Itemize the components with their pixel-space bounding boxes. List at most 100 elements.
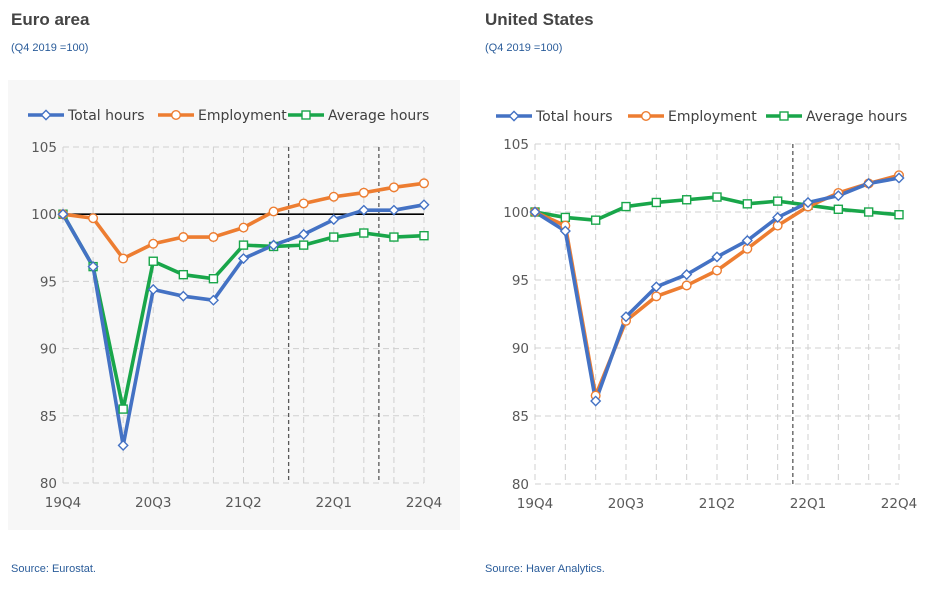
us-average-hours-point	[894, 210, 904, 220]
us-legend-marker-average-hours	[779, 111, 789, 121]
euro-area-title: Euro area	[11, 10, 90, 29]
us-legend-label-total-hours: Total hours	[535, 109, 613, 125]
us-total-hours-point	[650, 281, 662, 293]
ea-average-hours-point	[148, 256, 158, 266]
us-average-hours-point	[833, 204, 844, 214]
ea-employment-point	[238, 222, 249, 233]
us-x-tick-label: 21Q2	[699, 496, 735, 512]
ea-y-tick-label: 95	[40, 274, 57, 290]
ea-x-tick-label: 22Q4	[406, 495, 442, 511]
us-legend-marker-total-hours	[508, 110, 520, 122]
ea-employment-point	[178, 232, 189, 243]
us-total-hours-point	[863, 177, 875, 190]
ea-average-hours-point	[238, 240, 249, 250]
ea-average-hours-point	[208, 274, 219, 284]
us-x-tick-label: 19Q4	[517, 496, 553, 512]
ea-total-hours-point	[237, 252, 250, 265]
ea-employment-point	[328, 191, 339, 202]
ea-average-hours-point	[389, 232, 399, 242]
ea-total-hours-point	[418, 199, 430, 211]
ea-x-tick-label: 20Q3	[135, 495, 171, 511]
us-employment-point	[711, 265, 722, 276]
ea-total-hours-point	[177, 290, 189, 302]
euro-area-subtitle: (Q4 2019 =100)	[11, 42, 89, 54]
ea-legend-item-total-hours: Total hours	[28, 108, 145, 124]
euro-area-source: Source: Eurostat.	[11, 563, 96, 575]
ea-total-hours-point	[358, 204, 370, 216]
ea-employment-point	[388, 182, 399, 193]
ea-average-hours-point	[298, 240, 309, 250]
united-states-title: United States	[485, 10, 594, 29]
us-legend-item-total-hours: Total hours	[496, 109, 613, 125]
united-states-chart-box: 80 85 90 95 100 105 19Q4 20Q3 21Q2 22Q1 22Q4 Total …	[474, 80, 934, 530]
ea-total-hours-point	[87, 261, 99, 273]
us-y-tick-label: 100	[503, 205, 529, 221]
ea-total-hours-point	[207, 294, 220, 306]
ea-average-hours-point	[419, 231, 429, 241]
us-legend-label-employment: Employment	[668, 109, 757, 125]
united-states-panel: United States (Q4 2019 =100) 80 85 90 95 100…	[474, 0, 934, 602]
us-total-hours-point	[590, 395, 602, 407]
ea-average-hours-point	[359, 228, 369, 238]
ea-average-hours-point	[178, 269, 189, 280]
ea-y-tick-label: 100	[31, 207, 57, 223]
us-average-hours-point	[621, 201, 631, 212]
us-total-hours-point	[681, 268, 693, 281]
ea-employment-point	[88, 213, 99, 224]
us-average-hours-point	[712, 192, 722, 202]
ea-legend-label-total-hours: Total hours	[67, 108, 145, 124]
ea-employment-point	[419, 178, 430, 189]
us-total-hours-point	[802, 196, 814, 209]
us-legend-item-employment: Employment	[628, 109, 757, 125]
us-total-hours-point	[832, 190, 844, 202]
ea-x-tick-label: 19Q4	[45, 495, 81, 511]
us-legend-label-average-hours: Average hours	[806, 109, 907, 125]
united-states-chart: 80 85 90 95 100 105 19Q4 20Q3 21Q2 22Q1 22Q4 Total …	[496, 109, 917, 512]
ea-y-tick-label: 105	[31, 140, 57, 156]
ea-y-tick-label: 80	[40, 476, 57, 492]
us-total-hours-point	[741, 234, 753, 247]
us-average-hours-point	[863, 207, 874, 217]
us-x-tick-label: 22Q1	[790, 496, 826, 512]
ea-total-hours-point	[267, 239, 280, 251]
ea-employment-point	[118, 253, 129, 264]
us-total-hours-point	[529, 206, 541, 218]
us-average-hours-point	[742, 199, 753, 209]
ea-total-hours-point	[298, 228, 310, 240]
ea-legend-marker-employment	[170, 110, 181, 121]
us-total-hours-point	[711, 251, 723, 263]
us-y-tick-label: 90	[512, 341, 529, 357]
united-states-subtitle: (Q4 2019 =100)	[485, 42, 563, 54]
ea-x-tick-label: 22Q1	[316, 495, 352, 511]
us-legend-item-average-hours: Average hours	[766, 109, 907, 125]
ea-legend-label-average-hours: Average hours	[328, 108, 429, 124]
ea-legend-item-employment: Employment	[158, 108, 287, 124]
us-y-tick-label: 85	[512, 409, 529, 425]
us-total-hours-point	[620, 311, 632, 323]
euro-area-chart-box: 80 85 90 95 100 105 19Q4 20Q3 21Q2 22Q1 22Q4 Total …	[8, 80, 460, 530]
ea-legend-marker-total-hours	[40, 109, 52, 121]
ea-total-hours-point	[57, 208, 69, 220]
us-average-hours-point	[772, 196, 783, 206]
euro-area-panel: Euro area (Q4 2019 =100) 80 85 90 95 100 105 1…	[0, 0, 460, 602]
ea-y-tick-label: 85	[40, 409, 57, 425]
us-x-tick-label: 22Q4	[881, 496, 917, 512]
ea-employment-point	[268, 206, 279, 217]
ea-total-hours-point	[388, 204, 400, 216]
united-states-source: Source: Haver Analytics.	[485, 563, 605, 575]
us-average-hours-point	[590, 215, 601, 225]
us-average-hours-point	[560, 212, 571, 223]
ea-average-hours-point	[118, 404, 128, 414]
us-average-hours-point	[681, 195, 692, 205]
ea-x-tick-label: 21Q2	[225, 495, 261, 511]
us-y-tick-label: 80	[512, 477, 529, 493]
us-total-hours-point	[772, 211, 784, 224]
us-employment-point	[651, 291, 662, 302]
us-y-tick-label: 95	[512, 273, 529, 289]
ea-employment-point	[358, 187, 369, 198]
ea-legend-label-employment: Employment	[198, 108, 287, 124]
ea-y-tick-label: 90	[40, 342, 57, 358]
ea-employment-point	[208, 232, 219, 243]
ea-total-hours-point	[147, 283, 159, 296]
ea-total-hours-point	[328, 213, 340, 226]
